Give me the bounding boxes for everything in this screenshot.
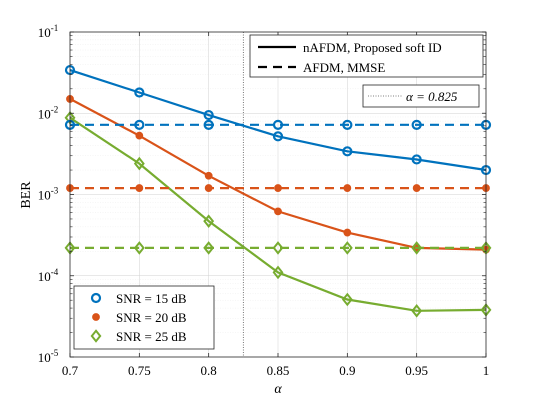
series-layer [64, 64, 492, 318]
axis-ticks: 0.7 0.75 0.8 0.85 0.9 0.95 1 10-5 10-4 10-3 10-2 10… [38, 23, 490, 378]
x-tick-label: 0.75 [128, 363, 151, 378]
y-axis-label: BER [19, 181, 34, 209]
circle-marker [342, 119, 353, 130]
dot-marker [204, 184, 213, 192]
dot-marker [135, 131, 144, 140]
diamond-marker [272, 241, 284, 255]
circle-marker [342, 146, 353, 157]
circle-marker [272, 131, 284, 142]
x-tick-label: 1 [483, 363, 490, 378]
legend-vline: α = 0.825 [362, 84, 480, 108]
x-tick-label: 0.7 [62, 363, 79, 378]
dot-marker [92, 313, 100, 321]
x-axis-label: α [274, 382, 282, 397]
legend-snr-label: SNR = 20 dB [116, 310, 187, 325]
diamond-marker [133, 156, 145, 171]
diamond-marker [90, 329, 102, 343]
circle-marker [203, 119, 214, 130]
diamond-marker [411, 241, 423, 255]
legend-snr: SNR = 15 dB SNR = 20 dB SNR = 25 dB [73, 285, 215, 350]
x-tick-label: 0.8 [201, 363, 217, 378]
y-tick-label: 10-5 [38, 348, 59, 365]
series-line [69, 69, 487, 172]
y-tick-label: 10-4 [38, 267, 59, 284]
y-tick-label: 10-1 [38, 23, 59, 40]
series-line [69, 116, 487, 312]
dot-marker [412, 184, 421, 192]
x-tick-label: 0.85 [267, 363, 290, 378]
legend-method-label: nAFDM, Proposed soft ID [303, 40, 442, 55]
circle-marker [90, 292, 102, 304]
diamond-marker [341, 292, 353, 307]
circle-marker [134, 87, 145, 98]
circle-marker [272, 119, 284, 130]
dot-marker [343, 228, 352, 237]
dot-marker [274, 207, 282, 216]
circle-marker [203, 109, 214, 121]
circle-marker [411, 154, 422, 165]
diamond-marker [341, 241, 353, 255]
circle-marker [411, 119, 422, 130]
diamond-marker [133, 241, 145, 255]
legend-snr-label: SNR = 15 dB [116, 291, 187, 306]
diamond-marker [411, 304, 423, 318]
legend-methods: nAFDM, Proposed soft ID AFDM, MMSE [249, 34, 484, 78]
x-tick-label: 0.95 [405, 363, 428, 378]
legend-method-label: AFDM, MMSE [303, 60, 385, 75]
y-tick-label: 10-2 [38, 104, 59, 121]
legend-vline-box [362, 84, 480, 108]
dot-marker [343, 184, 352, 192]
circle-marker [134, 119, 145, 130]
dot-marker [204, 171, 213, 180]
diamond-marker [203, 214, 215, 228]
x-tick-label: 0.9 [339, 363, 355, 378]
dot-marker [274, 184, 282, 192]
dot-marker [135, 184, 144, 192]
legend-snr-label: SNR = 25 dB [116, 329, 187, 344]
diamond-marker [203, 241, 215, 255]
legend-vline-label: α = 0.825 [406, 89, 458, 104]
y-tick-label: 10-3 [38, 186, 59, 203]
legend-methods-box [249, 34, 484, 78]
diamond-marker [272, 265, 284, 280]
series-afdm-mmse-1 [66, 184, 490, 192]
